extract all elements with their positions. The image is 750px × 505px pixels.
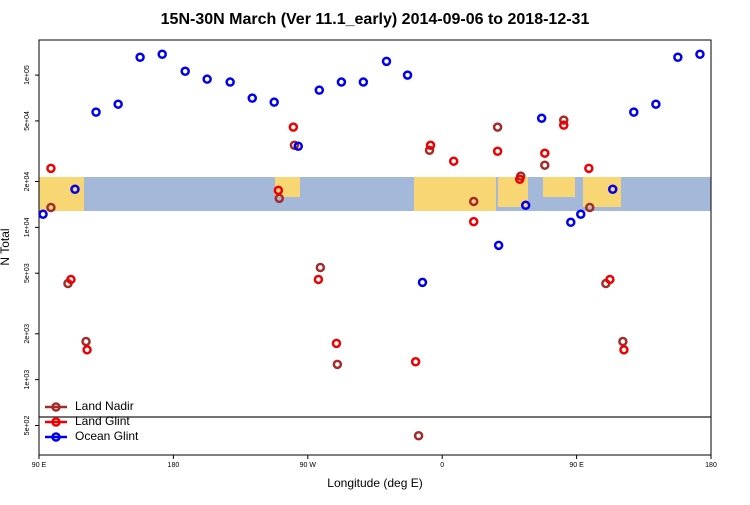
point <box>91 107 101 117</box>
point <box>82 345 92 355</box>
point <box>468 196 479 207</box>
y-tick-label: 5e+02 <box>24 416 31 436</box>
y-tick-label: 1e+04 <box>24 217 31 237</box>
legend-label: Land Glint <box>75 414 130 428</box>
chart-title: 15N-30N March (Ver 11.1_early) 2014-09-0… <box>161 11 590 28</box>
plot-frame <box>38 39 712 456</box>
x-tick-label: 0 <box>440 462 444 469</box>
point <box>288 122 299 132</box>
point <box>332 359 343 370</box>
y-tick-label: 1e+03 <box>24 370 31 390</box>
point <box>605 274 615 285</box>
point <box>493 240 504 251</box>
point <box>607 184 618 194</box>
point <box>536 113 547 123</box>
point <box>180 66 190 76</box>
y-tick-label: 5e+04 <box>24 111 31 131</box>
legend-marker <box>51 417 61 427</box>
point <box>514 174 525 185</box>
point <box>81 336 91 347</box>
map-strip <box>39 177 711 211</box>
point <box>413 431 424 441</box>
point <box>576 209 586 219</box>
point <box>559 115 569 125</box>
point <box>247 93 257 103</box>
point <box>584 163 594 174</box>
point <box>157 49 167 60</box>
point <box>46 202 56 213</box>
point <box>313 274 324 285</box>
x-tick-label: 90 W <box>300 462 317 469</box>
point <box>113 99 123 109</box>
legend-marker <box>51 432 61 442</box>
point <box>492 122 503 132</box>
point <box>492 146 503 157</box>
point <box>468 216 479 227</box>
point <box>315 262 326 273</box>
point <box>402 70 413 80</box>
point <box>584 202 595 213</box>
point <box>673 52 683 62</box>
point <box>410 357 421 367</box>
point <box>225 77 235 87</box>
y-tick-label: 1e+05 <box>24 65 31 85</box>
y-axis-label: N Total <box>0 228 12 265</box>
point <box>424 145 435 155</box>
point <box>273 185 284 196</box>
point <box>520 200 531 211</box>
point <box>314 85 325 95</box>
legend-label: Land Nadir <box>75 399 134 413</box>
x-axis-label: Longitude (deg E) <box>327 476 422 490</box>
point <box>651 99 661 109</box>
point <box>381 56 392 67</box>
x-tick-label: 90 E <box>569 462 584 469</box>
point <box>559 120 569 130</box>
point <box>46 163 56 174</box>
point <box>425 140 436 151</box>
point <box>629 107 639 117</box>
point <box>540 148 550 158</box>
x-tick-label: 180 <box>705 462 717 469</box>
point <box>540 160 550 170</box>
point <box>336 77 347 87</box>
y-tick-label: 5e+03 <box>24 263 31 283</box>
point <box>202 74 212 84</box>
point <box>417 277 428 288</box>
legend-marker <box>51 402 61 412</box>
point <box>269 97 279 107</box>
point <box>695 49 705 60</box>
point <box>135 52 145 62</box>
point <box>70 184 80 194</box>
point <box>38 209 48 219</box>
point <box>619 345 629 355</box>
y-tick-label: 2e+04 <box>24 172 31 192</box>
point <box>293 141 303 151</box>
point <box>358 77 369 87</box>
x-tick-label: 180 <box>168 462 180 469</box>
y-tick-label: 2e+03 <box>24 324 31 344</box>
point <box>448 156 459 166</box>
point <box>331 338 342 349</box>
point <box>66 274 76 285</box>
legend-label: Ocean Glint <box>75 429 139 443</box>
point <box>618 336 628 347</box>
point <box>566 217 576 228</box>
x-tick-label: 90 E <box>32 462 47 469</box>
